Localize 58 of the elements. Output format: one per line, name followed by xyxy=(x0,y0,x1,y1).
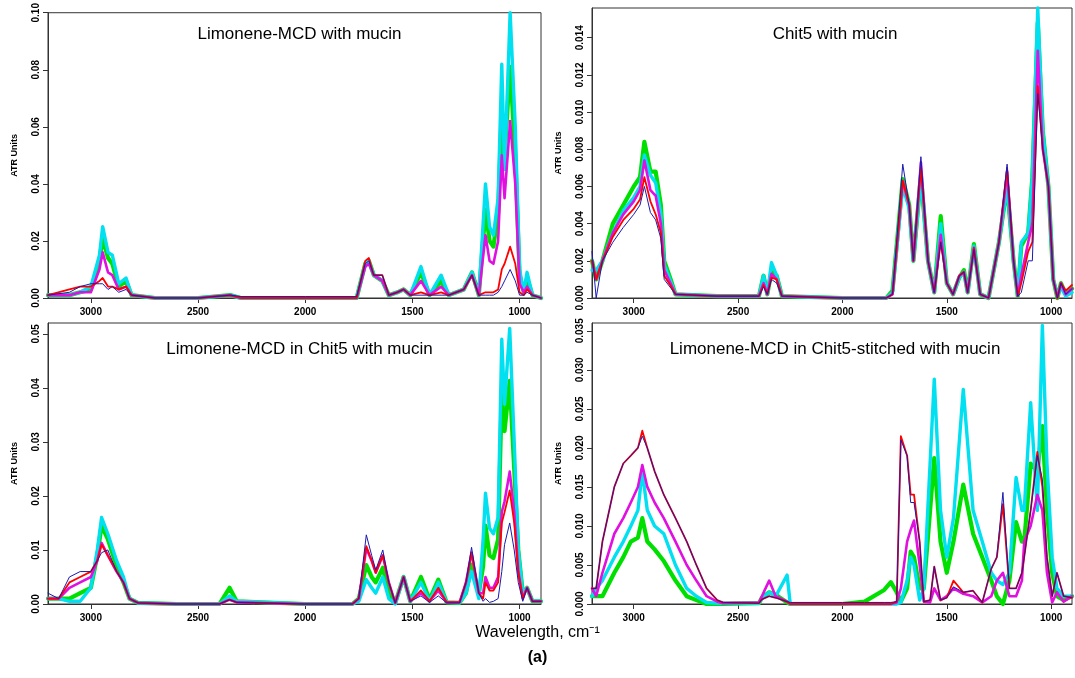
y-tick-label: 0.015 xyxy=(573,473,585,500)
y-tick-label: 0.05 xyxy=(29,323,41,344)
text: Chit5 with mucin xyxy=(772,24,898,43)
x-tick-label: 2500 xyxy=(186,305,210,317)
x-tick-label: 2000 xyxy=(294,611,317,623)
y-tick-label: 0.06 xyxy=(29,116,41,137)
x-tick-label: 3000 xyxy=(79,611,103,623)
y-tick-label: 0.04 xyxy=(29,173,41,194)
y-tick-label: 0.00 xyxy=(29,593,41,614)
x-tick-label: 1500 xyxy=(401,611,424,623)
x-tick-label: 2000 xyxy=(831,611,854,623)
y-tick-label: 0.02 xyxy=(29,485,41,506)
y-tick-label: 0.025 xyxy=(573,395,585,422)
x-tick-label: 2500 xyxy=(726,305,750,317)
x-tick-label: 1000 xyxy=(1040,305,1063,317)
y-tick-label: 0.08 xyxy=(29,59,41,80)
text: (a) xyxy=(526,648,549,666)
x-tick-label: 1000 xyxy=(1040,611,1063,623)
y-tick-label: 0.010 xyxy=(573,99,585,125)
x-tick-label: 2500 xyxy=(726,611,750,623)
x-tick-label: 1000 xyxy=(508,305,532,317)
y-axis-title: ATR Units xyxy=(552,131,563,175)
y-tick-label: 0.012 xyxy=(573,61,585,88)
x-tick-label: 2500 xyxy=(186,611,210,623)
y-tick-label: 0.01 xyxy=(29,539,41,560)
y-tick-label: 0.004 xyxy=(573,210,585,237)
x-axis-title: Wavelength, cm⁻¹ xyxy=(475,623,600,640)
x-tick-label: 3000 xyxy=(622,611,646,623)
y-tick-label: 0.00 xyxy=(29,287,41,308)
y-tick-label: 0.020 xyxy=(573,434,585,461)
x-tick-label: 3000 xyxy=(622,305,646,317)
y-axis-title: ATR Units xyxy=(552,442,563,485)
y-tick-label: 0.04 xyxy=(29,377,41,398)
y-tick-label: 0.030 xyxy=(573,356,585,383)
y-tick-label: 0.005 xyxy=(573,552,585,578)
x-tick-label: 2000 xyxy=(831,305,854,317)
y-tick-label: 0.000 xyxy=(573,285,585,311)
y-tick-label: 0.002 xyxy=(573,247,585,274)
x-tick-label: 3000 xyxy=(79,305,103,317)
y-tick-label: 0.10 xyxy=(29,2,41,23)
text: Limonene-MCD in Chit5-stitched with mucin xyxy=(669,339,1001,358)
x-tick-label: 2000 xyxy=(294,305,317,317)
y-tick-label: 0.010 xyxy=(573,513,585,539)
y-axis-title: ATR Units xyxy=(8,442,19,485)
text: Limonene-MCD with mucin xyxy=(197,24,402,43)
y-axis-title: ATR Units xyxy=(8,133,19,177)
y-tick-label: 0.006 xyxy=(573,173,585,199)
y-tick-label: 0.008 xyxy=(573,136,585,162)
y-tick-label: 0.035 xyxy=(573,317,585,344)
y-tick-label: 0.03 xyxy=(29,431,41,452)
text: Limonene-MCD in Chit5 with mucin xyxy=(166,339,433,358)
x-tick-label: 1500 xyxy=(401,305,424,317)
x-tick-label: 1500 xyxy=(935,611,959,623)
x-tick-label: 1500 xyxy=(935,305,959,317)
y-tick-label: 0.014 xyxy=(573,24,585,51)
x-tick-label: 1000 xyxy=(508,611,532,623)
y-tick-label: 0.000 xyxy=(573,591,585,617)
y-tick-label: 0.02 xyxy=(29,230,41,251)
